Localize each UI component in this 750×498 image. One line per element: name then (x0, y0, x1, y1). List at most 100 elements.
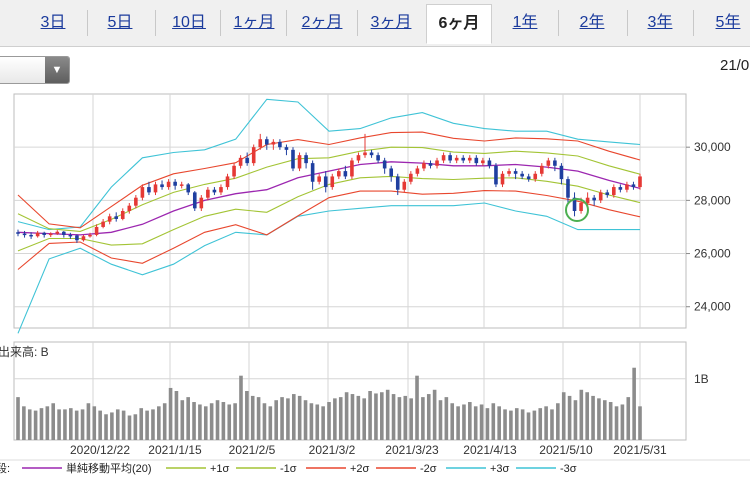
tab-7[interactable]: 6ヶ月 (426, 4, 492, 44)
candle-down (395, 176, 400, 190)
volume-bar (520, 409, 525, 440)
volume-bar (567, 395, 572, 440)
volume-bar (415, 375, 419, 440)
candle-down (553, 160, 557, 166)
tab-1[interactable]: 3日 (40, 14, 66, 31)
candle-up (153, 184, 158, 193)
candle-up (467, 157, 472, 161)
volume-bar (168, 387, 173, 440)
volume-bar (63, 409, 67, 440)
candle-down (186, 184, 191, 193)
candle-up (435, 160, 439, 166)
tab-4[interactable]: 1ヶ月 (233, 14, 275, 31)
candle-down (42, 232, 46, 235)
legend-item-label: -2σ (420, 463, 437, 475)
candle-up (422, 163, 426, 169)
volume-bar (544, 406, 548, 440)
volume-bar (33, 410, 38, 440)
candle-down (265, 139, 269, 145)
legend-item-label: 単純移動平均(20) (66, 461, 152, 475)
candle-up (481, 160, 485, 164)
candle-up (107, 216, 112, 222)
candle-up (402, 181, 407, 190)
candle-up (88, 234, 92, 237)
tab-separator (558, 10, 559, 36)
legend-item-label: -1σ (280, 463, 297, 475)
volume-bar (585, 392, 589, 440)
candle-down (323, 176, 328, 188)
candle-up (127, 205, 132, 211)
volume-bar (133, 414, 138, 440)
volume-bar (22, 406, 26, 440)
volume-bar (250, 395, 255, 440)
tab-10[interactable]: 3年 (647, 14, 673, 31)
candle-up (638, 176, 642, 188)
volume-bar (438, 400, 443, 440)
candle-up (232, 165, 236, 177)
volume-bar (579, 389, 584, 440)
volume-bar (274, 400, 278, 440)
volume-bar (297, 395, 302, 440)
volume-bar (104, 414, 108, 440)
tab-2[interactable]: 5日 (107, 14, 133, 31)
candle-down (389, 168, 393, 177)
candle-down (310, 163, 315, 182)
tab-3[interactable]: 10日 (172, 14, 206, 31)
candle-down (160, 184, 164, 188)
tab-6[interactable]: 3ヶ月 (370, 14, 412, 31)
candle-up (441, 155, 446, 161)
tab-8[interactable]: 1年 (512, 14, 538, 31)
candle-down (559, 165, 564, 180)
volume-bar (80, 409, 85, 440)
candle-down (474, 157, 479, 164)
indicator-select[interactable]: ▼ (0, 56, 70, 84)
candle-up (48, 233, 53, 236)
volume-bar (602, 400, 607, 440)
volume-bar (432, 389, 437, 440)
candle-up (297, 155, 302, 169)
tab-separator (693, 10, 694, 36)
volume-bar (532, 410, 537, 440)
candle-down (566, 179, 570, 198)
x-tick-label: 2021/3/23 (385, 443, 439, 457)
volume-bar (368, 391, 372, 440)
volume-bar (86, 403, 91, 440)
candle-down (192, 192, 197, 209)
tab-separator (357, 10, 358, 36)
highlight-circle (565, 198, 589, 222)
legend-prefix: 段: (0, 461, 10, 475)
legend-item-label: +2σ (350, 463, 370, 475)
tab-separator (627, 10, 628, 36)
volume-bar (27, 409, 32, 440)
volume-bar (192, 402, 196, 440)
candle-down (62, 231, 66, 235)
chevron-down-icon[interactable]: ▼ (45, 57, 69, 83)
volume-bar (227, 404, 232, 440)
volume-bar (39, 408, 44, 440)
volume-bar (92, 406, 97, 440)
candle-down (68, 234, 73, 237)
volume-bar (174, 391, 179, 440)
candle-down (448, 155, 452, 161)
candle-up (585, 197, 590, 204)
tab-separator (87, 10, 88, 36)
y-tick-label: 28,000 (694, 193, 731, 207)
x-tick-label: 2020/12/22 (70, 443, 130, 457)
volume-bar (391, 394, 396, 440)
candle-up (337, 171, 341, 177)
legend-item-label: +3σ (490, 463, 510, 475)
tab-11[interactable]: 5年 (715, 14, 741, 31)
volume-bar (462, 404, 466, 440)
candle-up (271, 141, 276, 145)
volume-bar (309, 403, 314, 440)
volume-bar (268, 406, 273, 440)
volume-bar (608, 402, 613, 440)
tab-9[interactable]: 2年 (579, 14, 605, 31)
volume-bar (409, 398, 413, 440)
legend-item-label: +1σ (210, 463, 230, 475)
candle-up (120, 211, 125, 219)
candle-down (382, 160, 387, 169)
volume-bar (280, 397, 284, 440)
volume-bar (344, 392, 349, 440)
tab-5[interactable]: 2ヶ月 (301, 14, 343, 31)
